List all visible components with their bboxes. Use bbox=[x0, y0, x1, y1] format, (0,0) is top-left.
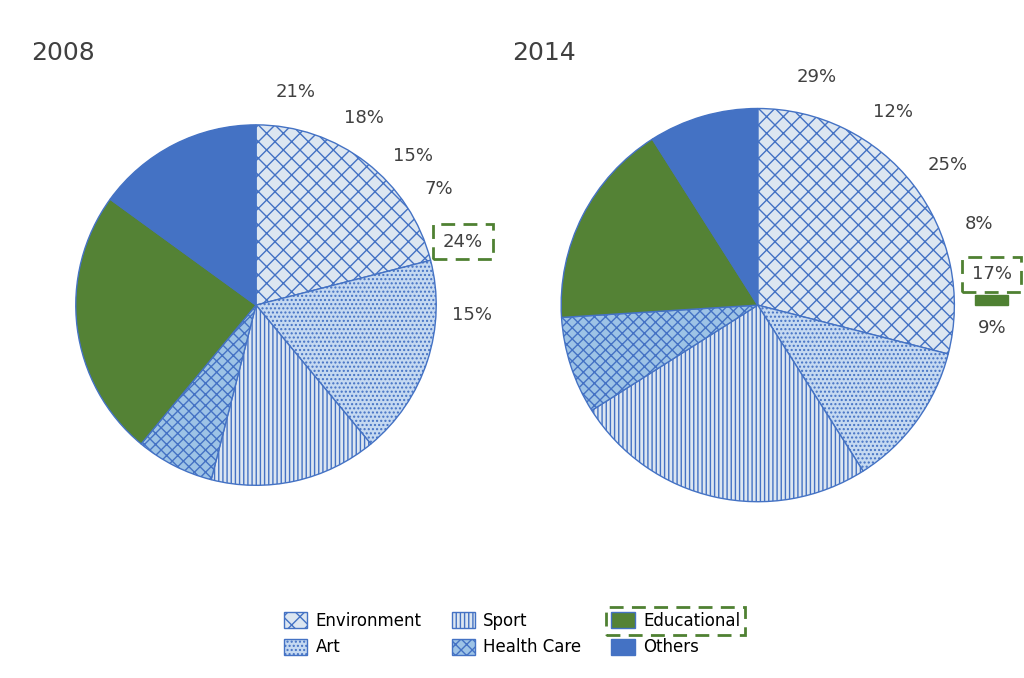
Wedge shape bbox=[758, 108, 954, 354]
Wedge shape bbox=[652, 108, 758, 305]
Wedge shape bbox=[561, 139, 758, 317]
Wedge shape bbox=[211, 305, 371, 485]
Text: 25%: 25% bbox=[928, 156, 968, 174]
Wedge shape bbox=[141, 305, 256, 479]
Text: 18%: 18% bbox=[344, 108, 384, 127]
Text: 8%: 8% bbox=[966, 216, 993, 233]
Text: 9%: 9% bbox=[978, 319, 1007, 337]
Text: 29%: 29% bbox=[797, 68, 837, 85]
Text: 2014: 2014 bbox=[512, 41, 575, 64]
Wedge shape bbox=[256, 260, 436, 444]
Wedge shape bbox=[561, 305, 758, 410]
Text: 7%: 7% bbox=[424, 180, 453, 198]
Legend: Environment, Art, Sport, Health Care, Educational, Others: Environment, Art, Sport, Health Care, Ed… bbox=[278, 605, 746, 663]
Text: 12%: 12% bbox=[873, 103, 913, 121]
Wedge shape bbox=[111, 125, 256, 305]
Text: 15%: 15% bbox=[393, 147, 433, 165]
Text: 17%: 17% bbox=[972, 265, 1012, 283]
Text: 24%: 24% bbox=[442, 233, 483, 251]
Text: 15%: 15% bbox=[452, 306, 493, 323]
Text: 21%: 21% bbox=[275, 83, 315, 102]
Wedge shape bbox=[592, 305, 863, 502]
Text: 2008: 2008 bbox=[31, 41, 94, 64]
Wedge shape bbox=[76, 199, 256, 444]
Wedge shape bbox=[256, 125, 430, 305]
Wedge shape bbox=[758, 305, 948, 471]
